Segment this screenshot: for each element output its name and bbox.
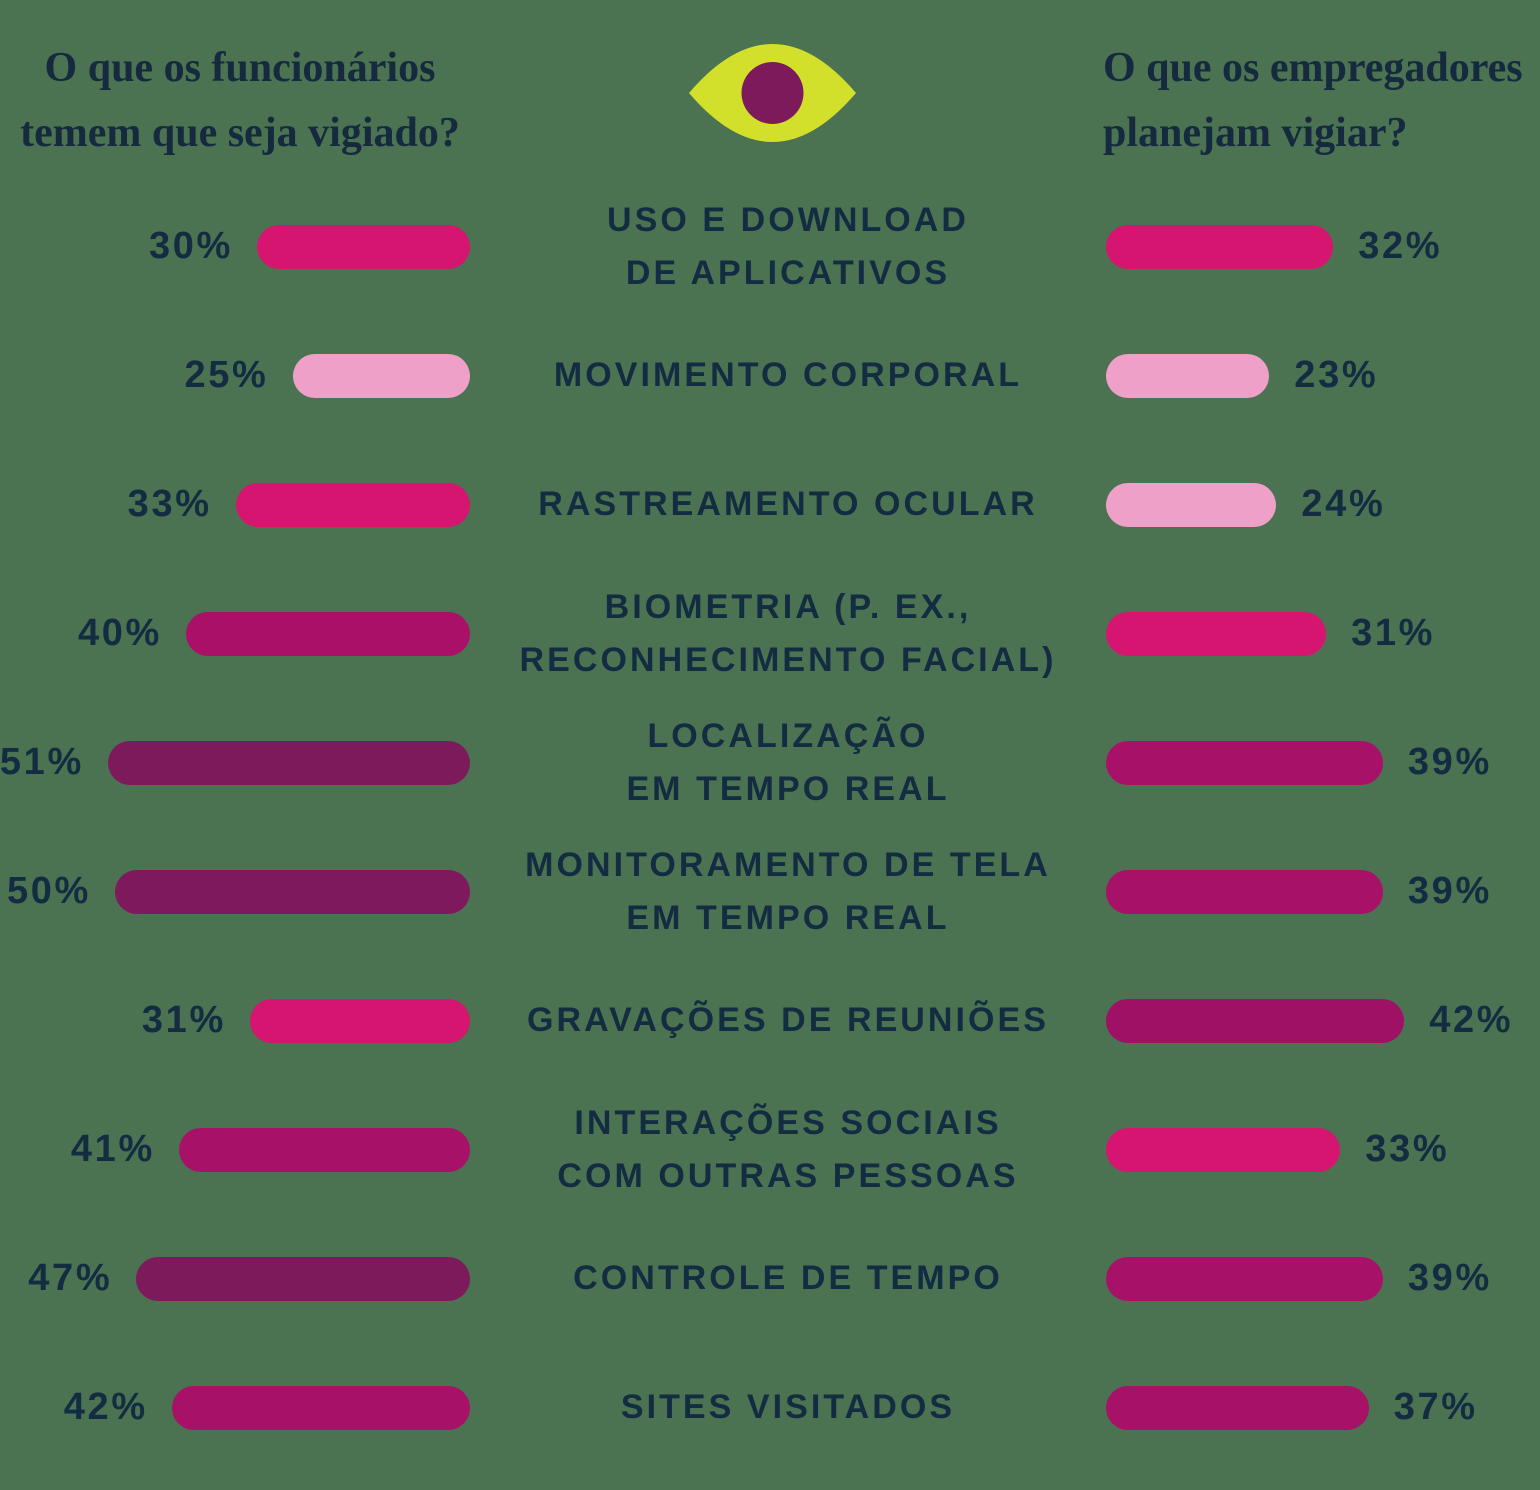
right-bar-cell: 31% xyxy=(1106,569,1540,698)
right-bar xyxy=(1106,1385,1369,1430)
category-row: 42% SITES VISITADOS 37% xyxy=(0,1343,1540,1472)
category-label: INTERAÇÕES SOCIAIS COM OUTRAS PESSOAS xyxy=(557,1103,1019,1195)
eye-pupil-shape xyxy=(741,62,804,124)
bar-chart-rows: 30% USO E DOWNLOAD DE APLICATIVOS 32% 25%… xyxy=(0,182,1540,1472)
left-value-label: 41% xyxy=(70,1128,155,1170)
category-cell: MOVIMENTO CORPORAL xyxy=(470,311,1106,440)
category-cell: CONTROLE DE TEMPO xyxy=(470,1214,1106,1343)
left-bar-cell: 51% xyxy=(0,698,470,827)
left-bar-cell: 47% xyxy=(0,1214,470,1343)
right-bar xyxy=(1106,482,1277,527)
right-value-label: 39% xyxy=(1407,1257,1492,1299)
category-label: USO E DOWNLOAD DE APLICATIVOS xyxy=(606,200,970,292)
right-value-label: 31% xyxy=(1351,612,1436,654)
right-bar-cell: 39% xyxy=(1106,827,1540,956)
category-row: 25% MOVIMENTO CORPORAL 23% xyxy=(0,311,1540,440)
left-bar-cell: 33% xyxy=(0,440,470,569)
category-row: 33% RASTREAMENTO OCULAR 24% xyxy=(0,440,1540,569)
category-label: MOVIMENTO CORPORAL xyxy=(553,356,1023,395)
right-value-label: 37% xyxy=(1393,1386,1478,1428)
category-cell: INTERAÇÕES SOCIAIS COM OUTRAS PESSOAS xyxy=(470,1085,1106,1214)
left-bar xyxy=(107,740,470,785)
category-cell: LOCALIZAÇÃO EM TEMPO REAL xyxy=(470,698,1106,827)
left-bar-cell: 25% xyxy=(0,311,470,440)
chart-header: O que os funcionários temem que seja vig… xyxy=(0,0,1540,182)
left-bar-cell: 42% xyxy=(0,1343,470,1472)
left-bar xyxy=(136,1256,470,1301)
category-row: 51% LOCALIZAÇÃO EM TEMPO REAL 39% xyxy=(0,698,1540,827)
right-value-label: 39% xyxy=(1407,741,1492,783)
left-bar xyxy=(178,1127,470,1172)
category-row: 40% BIOMETRIA (P. EX., RECONHECIMENTO FAC… xyxy=(0,569,1540,698)
left-bar-cell: 30% xyxy=(0,182,470,311)
left-value-label: 42% xyxy=(63,1386,148,1428)
right-bar-cell: 39% xyxy=(1106,1214,1540,1343)
category-cell: BIOMETRIA (P. EX., RECONHECIMENTO FACIAL) xyxy=(470,569,1106,698)
left-bar xyxy=(186,611,470,656)
right-value-label: 33% xyxy=(1365,1128,1450,1170)
right-bar xyxy=(1106,869,1383,914)
left-bar-cell: 40% xyxy=(0,569,470,698)
left-value-label: 31% xyxy=(141,999,226,1041)
right-bar xyxy=(1106,1256,1383,1301)
right-bar-cell: 32% xyxy=(1106,182,1540,311)
right-value-label: 42% xyxy=(1429,999,1514,1041)
right-value-label: 24% xyxy=(1301,483,1386,525)
right-bar-cell: 33% xyxy=(1106,1085,1540,1214)
left-value-label: 33% xyxy=(127,483,212,525)
right-value-label: 32% xyxy=(1358,225,1443,267)
category-label: GRAVAÇÕES DE REUNIÕES xyxy=(526,1001,1050,1040)
right-bar-cell: 37% xyxy=(1106,1343,1540,1472)
category-label: CONTROLE DE TEMPO xyxy=(573,1259,1003,1298)
category-label: RASTREAMENTO OCULAR xyxy=(538,485,1038,524)
category-row: 30% USO E DOWNLOAD DE APLICATIVOS 32% xyxy=(0,182,1540,311)
right-bar xyxy=(1106,740,1383,785)
category-row: 41% INTERAÇÕES SOCIAIS COM OUTRAS PESSOAS… xyxy=(0,1085,1540,1214)
left-value-label: 25% xyxy=(184,354,269,396)
right-bar-cell: 23% xyxy=(1106,311,1540,440)
right-value-label: 39% xyxy=(1407,870,1492,912)
right-bar-cell: 24% xyxy=(1106,440,1540,569)
left-bar xyxy=(249,998,470,1043)
category-cell: GRAVAÇÕES DE REUNIÕES xyxy=(470,956,1106,1085)
right-bar xyxy=(1106,353,1270,398)
right-bar xyxy=(1106,611,1327,656)
left-value-label: 51% xyxy=(0,741,84,783)
left-bar xyxy=(257,224,470,269)
category-row: 31% GRAVAÇÕES DE REUNIÕES 42% xyxy=(0,956,1540,1085)
category-cell: RASTREAMENTO OCULAR xyxy=(470,440,1106,569)
left-bar xyxy=(171,1385,470,1430)
left-value-label: 40% xyxy=(77,612,162,654)
category-label: SITES VISITADOS xyxy=(620,1388,956,1427)
category-row: 50% MONITORAMENTO DE TELA EM TEMPO REAL 3… xyxy=(0,827,1540,956)
right-bar-cell: 42% xyxy=(1106,956,1540,1085)
category-cell: USO E DOWNLOAD DE APLICATIVOS xyxy=(470,182,1106,311)
right-bar xyxy=(1106,1127,1341,1172)
right-value-label: 23% xyxy=(1294,354,1379,396)
category-cell: SITES VISITADOS xyxy=(470,1343,1106,1472)
category-label: MONITORAMENTO DE TELA EM TEMPO REAL xyxy=(525,845,1051,937)
left-value-label: 30% xyxy=(148,225,233,267)
right-bar-cell: 39% xyxy=(1106,698,1540,827)
right-bar xyxy=(1106,224,1334,269)
left-bar xyxy=(115,869,470,914)
right-bar xyxy=(1106,998,1405,1043)
left-bar-cell: 50% xyxy=(0,827,470,956)
left-bar-cell: 31% xyxy=(0,956,470,1085)
category-row: 47% CONTROLE DE TEMPO 39% xyxy=(0,1214,1540,1343)
category-cell: MONITORAMENTO DE TELA EM TEMPO REAL xyxy=(470,827,1106,956)
left-value-label: 50% xyxy=(6,870,91,912)
category-label: LOCALIZAÇÃO EM TEMPO REAL xyxy=(626,716,950,808)
left-bar-cell: 41% xyxy=(0,1085,470,1214)
right-series-title: O que os empregadores planejam vigiar? xyxy=(1103,45,1523,157)
left-bar xyxy=(235,482,470,527)
category-label: BIOMETRIA (P. EX., RECONHECIMENTO FACIAL) xyxy=(519,587,1057,679)
left-bar xyxy=(292,353,470,398)
left-value-label: 47% xyxy=(28,1257,113,1299)
left-series-title: O que os funcionários temem que seja vig… xyxy=(20,45,460,157)
eye-icon xyxy=(685,40,860,146)
